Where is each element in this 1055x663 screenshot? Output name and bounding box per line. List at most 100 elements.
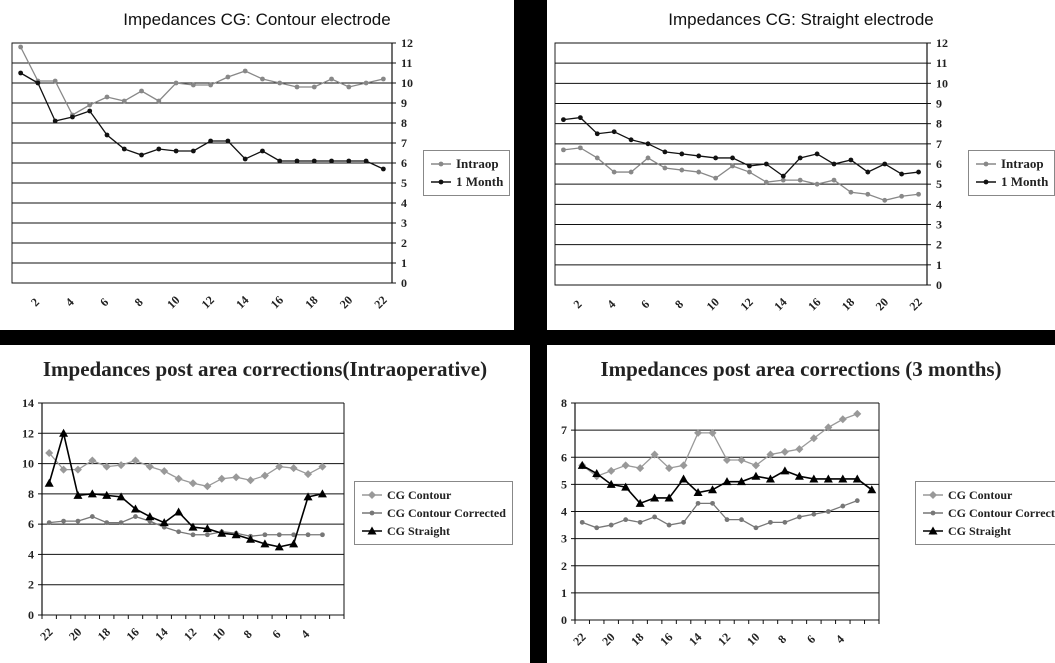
- data-point: [611, 129, 617, 135]
- y-tick-label: 6: [936, 157, 942, 171]
- data-point: [621, 461, 630, 470]
- data-point: [809, 434, 818, 443]
- data-point: [608, 522, 614, 528]
- data-point: [768, 519, 773, 525]
- data-point: [208, 82, 214, 88]
- y-tick-label: 12: [22, 426, 34, 440]
- data-point: [916, 191, 921, 197]
- data-point: [160, 467, 169, 476]
- x-tick-label: 8: [241, 627, 255, 641]
- y-tick-label: 1: [936, 258, 942, 272]
- data-point: [276, 532, 282, 538]
- x-tick-label: 14: [686, 630, 704, 648]
- data-point: [594, 131, 600, 137]
- y-tick-label: 11: [401, 56, 412, 70]
- data-point: [763, 161, 769, 167]
- x-tick-label: 16: [657, 630, 675, 648]
- x-tick-label: 20: [599, 630, 617, 648]
- data-point: [782, 519, 788, 525]
- x-tick-label: 8: [132, 295, 146, 309]
- data-point: [708, 428, 717, 437]
- data-point: [736, 477, 746, 486]
- data-point: [18, 44, 24, 50]
- x-tick-label: 18: [839, 295, 857, 313]
- legend-item: CG Contour Corrected: [361, 504, 506, 522]
- data-point: [52, 118, 58, 124]
- x-tick-label: 20: [337, 293, 355, 311]
- data-point: [35, 80, 41, 86]
- data-point: [277, 158, 283, 164]
- data-point: [260, 76, 265, 82]
- data-point: [664, 493, 674, 502]
- legend-item: CG Straight: [922, 522, 1055, 540]
- data-point: [780, 173, 786, 179]
- data-point: [174, 507, 184, 516]
- data-point: [679, 474, 689, 483]
- chart-title: Impedances CG: Straight electrode: [668, 10, 934, 29]
- legend-item: 1 Month: [430, 173, 503, 191]
- y-tick-label: 9: [401, 96, 407, 110]
- data-point: [291, 532, 297, 538]
- data-point: [666, 522, 672, 528]
- y-tick-label: 9: [936, 97, 942, 111]
- data-point: [623, 517, 629, 523]
- y-tick-label: 5: [936, 177, 942, 191]
- data-point: [117, 461, 126, 470]
- data-point: [577, 460, 587, 469]
- legend-label: Intraop: [456, 156, 499, 171]
- legend-label: 1 Month: [456, 174, 504, 189]
- data-point: [329, 158, 334, 164]
- x-tick-label: 4: [604, 297, 618, 311]
- data-point: [780, 177, 786, 183]
- data-point: [679, 167, 685, 173]
- data-point: [747, 163, 752, 169]
- x-tick-label: 20: [873, 295, 891, 313]
- data-point: [848, 189, 854, 195]
- data-point: [763, 179, 769, 185]
- data-point: [681, 519, 686, 525]
- data-point: [824, 423, 833, 432]
- data-point: [320, 532, 325, 538]
- data-point: [88, 456, 97, 465]
- x-tick-label: 14: [233, 293, 251, 311]
- data-point: [838, 474, 848, 483]
- data-point: [561, 117, 566, 123]
- y-tick-label: 4: [561, 505, 567, 519]
- data-point: [346, 84, 352, 90]
- x-tick-label: 16: [123, 625, 141, 643]
- data-point: [867, 485, 877, 494]
- chart-legend: CG Contour CG Contour Corrected CG Straigh…: [915, 481, 1055, 545]
- legend-item: Intraop: [975, 155, 1048, 173]
- chart-title: Impedances CG: Contour electrode: [123, 10, 391, 29]
- data-point: [766, 450, 775, 459]
- data-point: [780, 447, 789, 456]
- data-point: [696, 153, 702, 159]
- data-point: [363, 158, 369, 164]
- y-tick-label: 0: [28, 608, 34, 622]
- chart-title: Impedances post area corrections(Intraop…: [42, 357, 488, 381]
- legend-label: CG Straight: [387, 523, 450, 538]
- data-point: [274, 542, 284, 551]
- y-tick-label: 2: [936, 238, 942, 252]
- x-tick-label: 2: [28, 295, 42, 309]
- y-tick-label: 10: [22, 457, 34, 471]
- data-point: [121, 146, 127, 152]
- data-point: [751, 471, 761, 480]
- data-point: [139, 88, 144, 94]
- data-point: [73, 490, 83, 499]
- data-point: [116, 492, 126, 501]
- data-point: [696, 169, 702, 175]
- data-point: [611, 169, 617, 175]
- data-point: [311, 158, 317, 164]
- data-point: [231, 530, 241, 539]
- data-point: [145, 512, 155, 521]
- data-point: [853, 409, 862, 418]
- data-point: [739, 517, 744, 523]
- y-tick-label: 0: [561, 613, 567, 627]
- legend-swatch: [923, 526, 943, 535]
- data-point: [130, 504, 140, 513]
- data-point: [665, 464, 674, 473]
- data-point: [188, 522, 198, 531]
- data-point: [87, 102, 93, 108]
